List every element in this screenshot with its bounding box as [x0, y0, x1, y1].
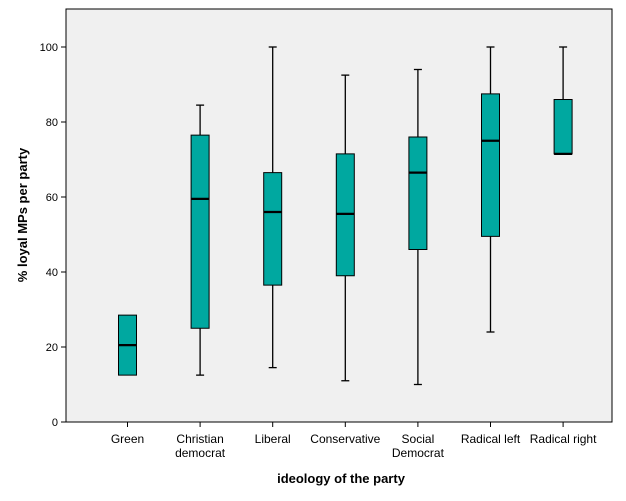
boxes-layer [118, 46, 573, 386]
x-axis: Green Christian democrat Liberal Conservativ… [111, 422, 597, 460]
box-group [263, 46, 283, 369]
box-group [553, 46, 573, 155]
x-category-label: Social Democrat [392, 432, 445, 460]
box-group [408, 68, 428, 386]
y-tick-label: 100 [40, 42, 58, 54]
x-category-label: Green [111, 432, 144, 446]
iqr-box [481, 93, 500, 237]
box-group [335, 74, 355, 382]
box-group [118, 314, 137, 376]
y-tick-label: 0 [52, 417, 58, 429]
x-category-label: Conservative [310, 432, 380, 446]
x-category-label: Radical right [530, 432, 597, 446]
y-axis: 0 20 40 60 80 100 [40, 9, 67, 429]
iqr-box [408, 136, 428, 250]
y-axis-title: % loyal MPs per party [15, 147, 30, 282]
y-tick-label: 80 [46, 117, 58, 129]
x-category-label: Radical left [461, 432, 521, 446]
x-category-label: Christian democrat [175, 432, 226, 460]
iqr-box [263, 172, 283, 286]
x-axis-title: ideology of the party [277, 471, 406, 486]
y-tick-label: 60 [46, 192, 58, 204]
iqr-box [553, 99, 573, 155]
y-tick-label: 20 [46, 342, 58, 354]
iqr-box [190, 134, 210, 329]
x-category-label: Liberal [255, 432, 291, 446]
y-tick-label: 40 [46, 267, 58, 279]
box-group [481, 46, 500, 333]
box-group [190, 104, 210, 376]
